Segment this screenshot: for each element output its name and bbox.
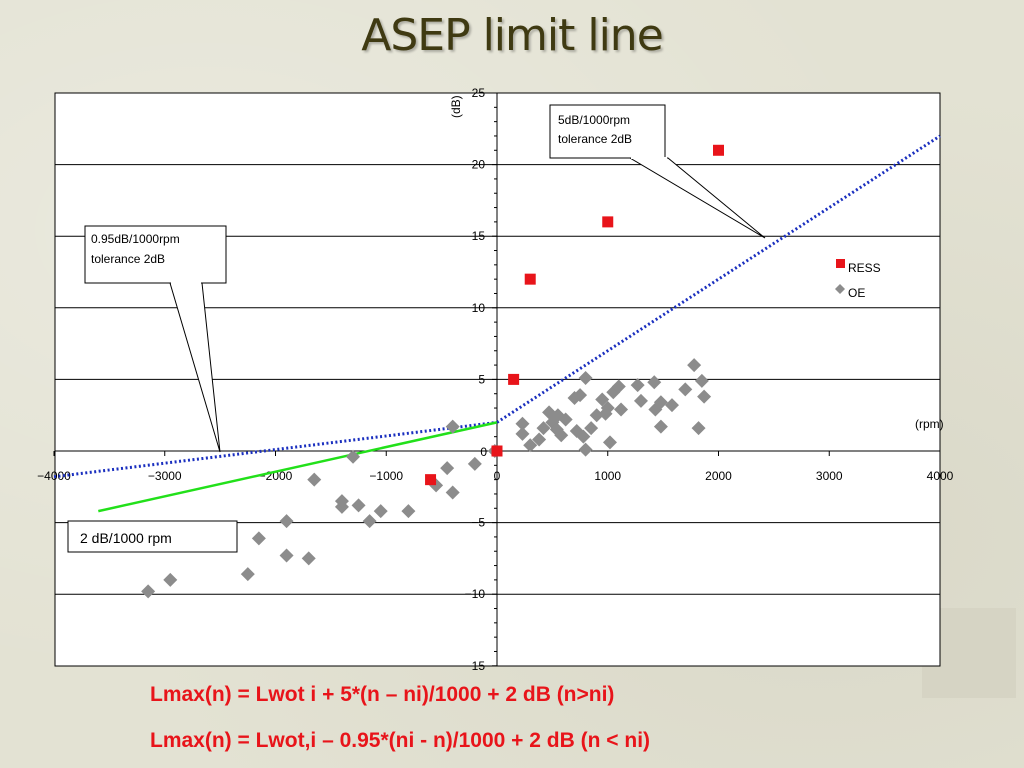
x-tick-label: −1000: [369, 469, 403, 483]
x-tick-label: 0: [494, 469, 501, 483]
oe-point: [467, 456, 482, 471]
x-tick-label: 2000: [705, 469, 732, 483]
oe-point: [687, 358, 702, 373]
oe-point: [445, 485, 460, 500]
oe-point: [633, 393, 648, 408]
oe-point: [647, 375, 662, 390]
oe-point: [578, 370, 593, 385]
ress-point: [491, 445, 503, 457]
legend-label-oe: OE: [848, 286, 865, 300]
oe-point: [163, 572, 178, 587]
oe-point: [523, 438, 538, 453]
y-tick-label: 5: [478, 372, 485, 386]
oe-point: [578, 442, 593, 457]
oe-point: [346, 449, 361, 464]
oe-point: [301, 551, 316, 566]
limit-line: [98, 421, 498, 513]
oe-point: [576, 429, 591, 444]
ress-point: [602, 216, 614, 228]
oe-point: [373, 504, 388, 519]
y-tick-label: 20: [472, 158, 486, 172]
oe-point: [595, 392, 610, 407]
oe-point: [279, 548, 294, 563]
x-axis-label: (rpm): [915, 417, 944, 431]
oe-point: [334, 494, 349, 509]
y-tick-label: 25: [472, 86, 486, 100]
slide-title: ASEP limit line: [361, 10, 664, 61]
callout-text: 0.95dB/1000rpm: [91, 232, 180, 246]
oe-point: [554, 428, 569, 443]
oe-point: [515, 416, 530, 431]
callout-box: [549, 104, 666, 159]
oe-point: [602, 435, 617, 450]
oe-point: [401, 504, 416, 519]
oe-point: [600, 401, 615, 416]
y-axis-label: (dB): [449, 95, 463, 118]
callout-text: tolerance 2dB: [91, 252, 165, 266]
oe-point: [573, 388, 588, 403]
callout-joint: [631, 157, 667, 159]
callout-box: [84, 225, 227, 284]
oe-point: [141, 584, 156, 599]
oe-point: [697, 389, 712, 404]
oe-point: [653, 419, 668, 434]
oe-point: [678, 382, 693, 397]
y-tick-label: −15: [465, 659, 486, 673]
callout-joint: [171, 282, 201, 284]
y-tick-label: 10: [472, 301, 486, 315]
x-tick-label: 4000: [927, 469, 954, 483]
y-tick-label: −10: [465, 587, 486, 601]
x-tick-label: 3000: [816, 469, 843, 483]
oe-point: [307, 472, 322, 487]
oe-point: [279, 514, 294, 529]
oe-point: [251, 531, 266, 546]
label-box: [67, 520, 238, 553]
oe-point: [440, 461, 455, 476]
oe-point: [589, 408, 604, 423]
oe-point: [240, 567, 255, 582]
label-text: 2 dB/1000 rpm: [80, 530, 172, 546]
oe-point: [653, 395, 668, 410]
oe-point: [611, 379, 626, 394]
oe-point: [558, 412, 573, 427]
formula-upper: Lmax(n) = Lwot i + 5*(n – ni)/1000 + 2 d…: [150, 683, 615, 706]
oe-point: [515, 426, 530, 441]
y-tick-label: −5: [471, 516, 485, 530]
y-tick-label: 15: [472, 229, 486, 243]
oe-point: [584, 421, 599, 436]
oe-point: [694, 373, 709, 388]
oe-point: [664, 398, 679, 413]
ress-point: [425, 474, 437, 486]
oe-point: [536, 421, 551, 436]
callout-text: 5dB/1000rpm: [558, 113, 630, 127]
oe-point: [691, 421, 706, 436]
callout-text: tolerance 2dB: [558, 132, 632, 146]
formula-lower: Lmax(n) = Lwot,i – 0.95*(ni - n)/1000 + …: [150, 729, 651, 752]
oe-point: [630, 378, 645, 393]
ress-point: [524, 273, 536, 285]
oe-point: [445, 419, 460, 434]
legend-swatch-ress: [836, 259, 845, 268]
y-tick-label: 0: [480, 445, 487, 459]
x-tick-label: −3000: [148, 469, 182, 483]
oe-point: [532, 432, 547, 447]
oe-point: [362, 514, 377, 529]
legend-label-ress: RESS: [848, 261, 881, 275]
ress-point: [508, 373, 520, 385]
x-tick-label: 1000: [594, 469, 621, 483]
ress-point: [713, 144, 724, 156]
legend-swatch-oe: [835, 284, 845, 294]
oe-point: [614, 402, 629, 417]
oe-point: [351, 498, 366, 513]
